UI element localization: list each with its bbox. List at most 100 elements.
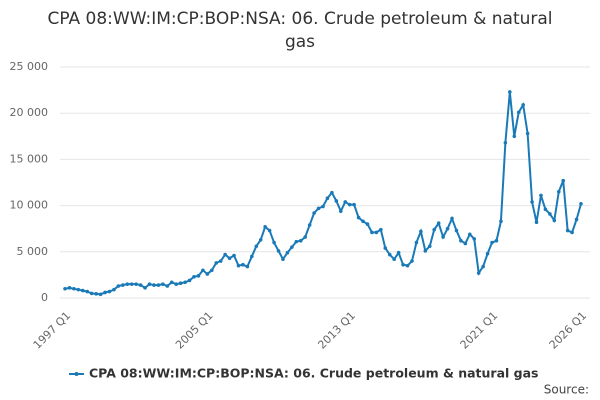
point [272,240,276,245]
point [63,286,67,291]
point [379,227,383,232]
point [218,259,223,263]
point [459,238,463,243]
point [143,286,147,290]
point [196,274,201,278]
point [94,292,98,296]
legend-label: CPA 08:WW:IM:CP:BOP:NSA: 06. Crude petro… [89,366,538,381]
point [401,262,405,267]
point [89,291,94,296]
point [161,282,165,286]
point [227,256,232,261]
point [414,240,419,245]
point [192,274,196,279]
chart-title: CPA 08:WW:IM:CP:BOP:NSA: 06. Crude petro… [47,9,553,52]
source-label: Source: [544,383,589,397]
point [325,196,330,201]
point [294,239,299,244]
point [503,140,508,145]
point [121,283,125,287]
point [281,257,285,261]
point [392,257,396,261]
point [521,103,525,107]
point [405,263,410,268]
y-tick-label: 5 000 [17,245,49,258]
y-tick-label: 25 000 [10,60,49,73]
point [116,284,121,288]
point [290,245,294,249]
legend-marker [74,372,79,376]
point [383,246,388,250]
point [370,230,374,235]
point [334,199,339,203]
point [223,252,227,257]
point [574,217,579,222]
x-tick-label: 2026 Q1 [547,309,590,352]
point [258,237,263,242]
point [134,282,138,286]
point [556,189,561,194]
point [476,271,481,275]
point [303,235,308,239]
series-line [64,91,582,296]
point [214,261,219,265]
point [76,287,81,292]
point [321,204,325,209]
point [427,244,432,249]
point [436,221,441,225]
point [165,284,170,288]
point [361,219,365,224]
point [347,202,352,207]
point [445,226,450,231]
point [539,193,543,198]
point [330,190,334,195]
point [463,241,468,246]
point [178,281,183,286]
point [209,268,214,273]
point [454,228,459,233]
point [481,264,485,269]
point [183,280,187,285]
point [387,252,392,257]
point [552,218,557,223]
point [565,228,570,233]
point [312,211,316,215]
x-tick-label: 2013 Q1 [315,309,358,352]
point [338,209,343,213]
point [267,228,272,233]
point [356,215,361,220]
point [298,238,303,243]
point [570,230,574,235]
point [432,227,437,232]
point [396,250,401,255]
point [508,90,512,94]
point [374,230,379,235]
point [241,262,245,267]
point [494,238,499,243]
point [516,110,521,115]
point [485,251,490,256]
point [245,264,250,269]
point [365,222,370,226]
point [543,207,548,212]
point [80,288,85,293]
y-tick-label: 0 [41,291,48,304]
point [201,268,205,273]
point [98,292,103,297]
point [419,229,423,234]
y-tick-label: 15 000 [10,152,49,165]
point [285,250,290,255]
point [205,272,210,276]
point [534,220,539,225]
point [263,225,267,229]
y-tick-label: 10 000 [10,199,49,212]
point [579,201,583,206]
point [147,282,152,286]
point [129,282,134,286]
x-tick-label: 1997 Q1 [31,309,74,352]
point [67,286,72,290]
point [441,235,445,239]
point [72,286,76,291]
